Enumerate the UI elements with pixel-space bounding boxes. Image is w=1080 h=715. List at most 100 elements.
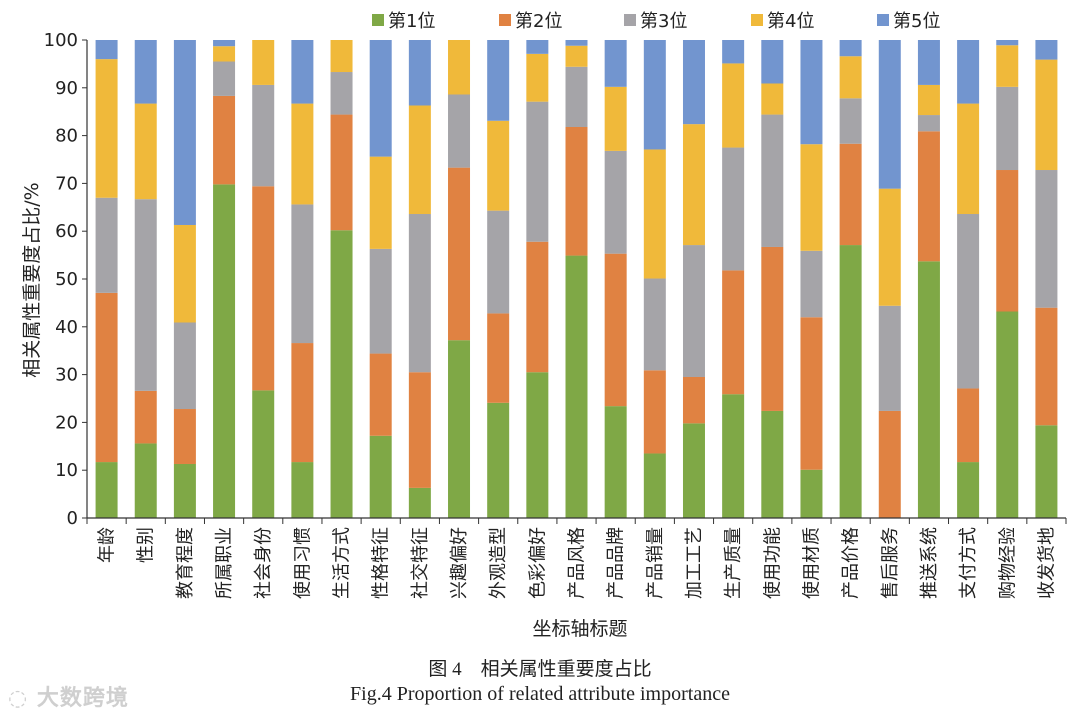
x-tick-label: 外观造型 <box>488 527 509 599</box>
y-tick-label: 60 <box>55 221 78 242</box>
bar-segment-2 <box>252 186 275 391</box>
bar-segment-4 <box>800 144 823 251</box>
bar-segment-5 <box>604 40 627 87</box>
bar-segment-1 <box>448 340 471 518</box>
bar-segment-2 <box>408 372 431 488</box>
bar-segment-1 <box>800 469 823 518</box>
axes: 年龄 性别 教育程度 所属职业 社会身份 使用习惯 生活方式 性格特征 社交特征 兴趣偏好 外观造型… <box>44 30 1067 599</box>
x-tick-label: 购物经验 <box>997 527 1018 599</box>
bar-segment-1 <box>761 410 784 518</box>
bar-segment-3 <box>369 248 392 354</box>
bar-segment-3 <box>643 278 666 371</box>
bar-segment-1 <box>917 261 940 518</box>
bar-segment-3 <box>878 305 901 411</box>
bar-segment-1 <box>408 487 431 518</box>
y-tick-label: 50 <box>55 269 78 290</box>
bar-segment-2 <box>761 246 784 411</box>
bar-segment-5 <box>682 40 705 125</box>
bar-segment-5 <box>996 40 1019 46</box>
bar-segment-3 <box>134 199 157 391</box>
x-tick-label: 使用功能 <box>762 527 783 599</box>
bar-segment-5 <box>1035 40 1058 60</box>
bar-segment-2 <box>213 95 236 185</box>
bars <box>95 40 1058 518</box>
bar-segment-1 <box>213 184 236 518</box>
y-tick-label: 40 <box>55 317 78 338</box>
bar-segment-4 <box>173 224 196 323</box>
bar-segment-4 <box>996 45 1019 87</box>
bar-segment-3 <box>565 66 588 127</box>
x-tick-label: 性格特征 <box>371 527 392 599</box>
bar-segment-5 <box>369 40 392 157</box>
x-tick-label: 教育程度 <box>175 527 196 599</box>
bar-segment-2 <box>604 253 627 407</box>
bar-segment-4 <box>722 63 745 148</box>
x-tick-label: 社交特征 <box>410 527 431 599</box>
bar-segment-4 <box>291 103 314 205</box>
x-tick-label: 支付方式 <box>958 527 979 599</box>
bar-segment-4 <box>330 40 353 73</box>
bar-segment-5 <box>800 40 823 145</box>
y-tick-label: 10 <box>55 460 78 481</box>
x-tick-label: 生产质量 <box>723 527 744 599</box>
bar-segment-3 <box>996 86 1019 171</box>
bar-segment-3 <box>957 213 980 389</box>
bar-segment-2 <box>526 241 549 373</box>
y-axis-title: 相关属性重要度占比/% <box>21 182 43 377</box>
bar-segment-1 <box>1035 425 1058 518</box>
bar-segment-2 <box>1035 307 1058 426</box>
bar-segment-3 <box>252 84 275 187</box>
bar-segment-4 <box>134 103 157 200</box>
bar-segment-2 <box>957 388 980 463</box>
bar-segment-2 <box>839 143 862 246</box>
bar-segment-2 <box>330 114 353 231</box>
x-tick-label: 收发货地 <box>1036 527 1057 599</box>
bar-segment-4 <box>213 46 236 62</box>
bar-segment-5 <box>565 40 588 46</box>
bar-segment-5 <box>487 40 510 121</box>
legend-swatch-4 <box>751 14 763 26</box>
x-tick-label: 产品风格 <box>567 527 588 599</box>
bar-segment-3 <box>487 210 510 314</box>
bar-segment-1 <box>252 390 275 518</box>
bar-segment-3 <box>330 72 353 115</box>
bar-segment-5 <box>134 40 157 104</box>
bar-segment-5 <box>761 40 784 84</box>
bar-segment-4 <box>604 86 627 151</box>
bar-segment-1 <box>526 372 549 518</box>
legend-label-3: 第3位 <box>640 11 687 32</box>
bar-segment-4 <box>369 156 392 249</box>
bar-segment-2 <box>95 292 118 463</box>
y-tick-label: 80 <box>55 126 78 147</box>
x-tick-label: 推送系统 <box>919 527 940 599</box>
bar-segment-2 <box>917 131 940 262</box>
bar-segment-1 <box>369 435 392 518</box>
y-tick-label: 70 <box>55 173 78 194</box>
bar-segment-1 <box>330 230 353 518</box>
legend-label-5: 第5位 <box>893 11 940 32</box>
bar-segment-3 <box>1035 170 1058 308</box>
x-tick-label: 产品销量 <box>645 527 666 599</box>
legend-swatch-3 <box>624 14 636 26</box>
bar-segment-3 <box>448 94 471 168</box>
legend-swatch-5 <box>877 14 889 26</box>
bar-segment-2 <box>722 270 745 395</box>
bar-segment-1 <box>565 255 588 518</box>
x-tick-label: 兴趣偏好 <box>449 527 470 599</box>
bar-segment-5 <box>213 40 236 47</box>
bar-segment-1 <box>957 462 980 518</box>
bar-segment-4 <box>839 56 862 99</box>
bar-segment-1 <box>487 402 510 518</box>
bar-segment-4 <box>448 40 471 95</box>
bar-segment-4 <box>1035 59 1058 171</box>
bar-segment-3 <box>526 101 549 242</box>
bar-segment-4 <box>917 84 940 116</box>
x-tick-label: 加工工艺 <box>684 527 705 599</box>
bar-segment-3 <box>604 150 627 254</box>
x-tick-label: 生活方式 <box>332 527 353 599</box>
bar-segment-2 <box>487 313 510 403</box>
legend: 第1位 第2位 第3位 第4位 第5位 <box>372 11 940 32</box>
bar-segment-5 <box>173 40 196 225</box>
y-tick-label: 0 <box>67 508 78 529</box>
